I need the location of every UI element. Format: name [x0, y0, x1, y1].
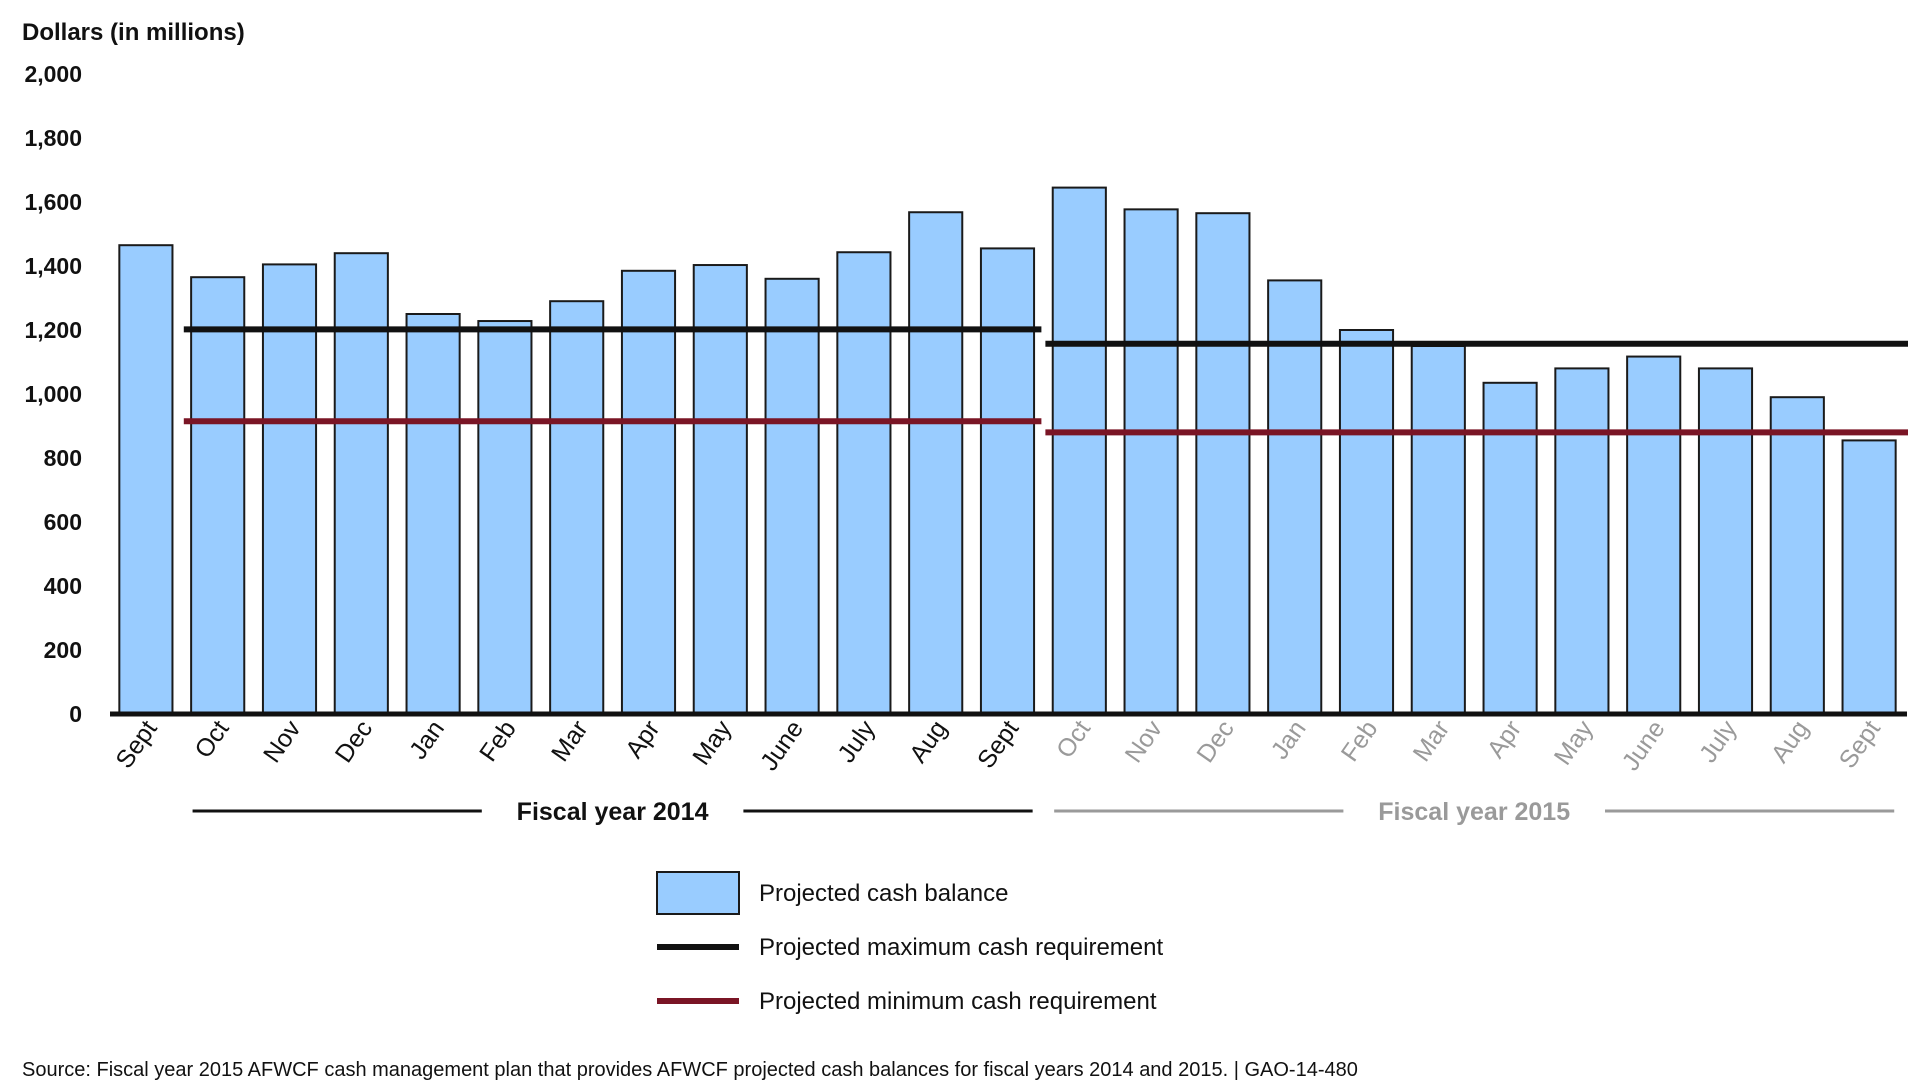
x-tick-label: July — [1694, 715, 1743, 768]
bar — [620, 269, 677, 715]
y-tick-label: 2,000 — [24, 61, 82, 87]
bar — [118, 244, 174, 715]
x-tick-label: Apr — [1482, 715, 1527, 763]
bar — [836, 251, 892, 716]
x-tick-label: Dec — [1191, 715, 1239, 767]
legend: Projected cash balance Projected maximum … — [656, 871, 1163, 1015]
x-tick-label: June — [755, 715, 809, 775]
y-tick-label: 1,200 — [24, 317, 82, 343]
bar — [261, 263, 318, 715]
x-tick-label: Apr — [620, 715, 665, 763]
bar — [979, 247, 1036, 715]
x-tick-label: Aug — [904, 715, 952, 767]
x-tick-label: Oct — [189, 715, 234, 763]
y-axis-ticks: 0 200 400 600 800 1,000 1,200 1,400 1,600 1,800 2,… — [24, 61, 82, 727]
x-tick-label: June — [1617, 715, 1671, 775]
y-tick-label: 1,400 — [24, 253, 82, 279]
bar — [692, 264, 748, 715]
x-tick-label: Jan — [1266, 715, 1312, 764]
y-tick-label: 1,000 — [24, 381, 82, 407]
x-tick-label: Dec — [330, 715, 378, 767]
bar — [764, 277, 820, 715]
fiscal-year-label: Fiscal year 2015 — [1378, 798, 1570, 826]
requirement-lines-layer — [183, 326, 1908, 436]
bar — [1410, 345, 1466, 715]
bar — [1195, 212, 1251, 715]
source-note: Source: Fiscal year 2015 AFWCF cash mana… — [22, 1059, 1358, 1080]
bar — [477, 320, 533, 715]
x-tick-label: Oct — [1051, 715, 1096, 763]
bar — [190, 276, 246, 715]
y-tick-label: 400 — [44, 573, 82, 599]
bar — [908, 211, 964, 716]
y-tick-label: 800 — [44, 445, 82, 471]
x-tick-label: Nov — [258, 715, 307, 768]
x-tick-label: Mar — [1408, 715, 1456, 766]
fiscal-year-groups: Fiscal year 2014 Fiscal year 2015 — [192, 798, 1895, 826]
bar — [1841, 439, 1897, 715]
bar — [1267, 279, 1323, 715]
y-tick-label: 0 — [69, 701, 82, 727]
bar — [1769, 396, 1825, 715]
fiscal-year-label: Fiscal year 2014 — [517, 798, 709, 826]
bar — [1051, 186, 1107, 716]
legend-label: Projected cash balance — [759, 880, 1009, 907]
bar — [1123, 208, 1179, 716]
bar — [1554, 367, 1610, 715]
legend-label: Projected minimum cash requirement — [759, 988, 1157, 1015]
x-tick-label: Mar — [546, 715, 594, 766]
x-tick-label: May — [687, 715, 737, 770]
bar — [1697, 367, 1754, 715]
x-tick-label: Aug — [1766, 715, 1814, 767]
y-tick-label: 600 — [44, 509, 82, 535]
x-tick-label: Sept — [1834, 715, 1886, 773]
y-axis-title: Dollars (in millions) — [22, 19, 245, 46]
y-tick-label: 1,600 — [24, 189, 82, 215]
bar — [1338, 329, 1395, 715]
y-tick-label: 200 — [44, 637, 82, 663]
bar — [1482, 381, 1538, 715]
bar — [405, 313, 461, 715]
x-tick-label: Nov — [1120, 715, 1169, 768]
bar — [333, 252, 389, 715]
x-tick-label: July — [832, 715, 881, 768]
x-tick-label: Feb — [1336, 715, 1384, 766]
bars-layer — [118, 186, 1897, 716]
bar — [1626, 355, 1682, 715]
x-axis-ticks: Sept Oct Nov Dec Jan Feb Mar Apr May June July Aug S… — [110, 715, 1886, 776]
y-tick-label: 1,800 — [24, 125, 82, 151]
x-tick-label: Sept — [110, 715, 162, 773]
legend-label: Projected maximum cash requirement — [759, 934, 1163, 961]
x-tick-label: May — [1549, 715, 1599, 770]
x-tick-label: Jan — [404, 715, 450, 764]
x-tick-label: Feb — [474, 715, 522, 766]
x-tick-label: Sept — [972, 715, 1024, 773]
legend-swatch-box — [656, 871, 740, 915]
bar — [549, 300, 605, 715]
